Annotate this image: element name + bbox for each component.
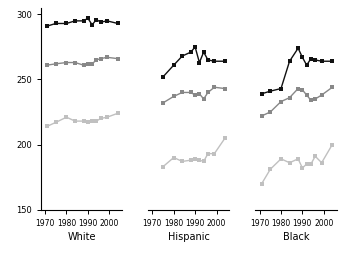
X-axis label: Hispanic: Hispanic [168, 232, 210, 242]
X-axis label: Black: Black [283, 232, 309, 242]
X-axis label: White: White [67, 232, 96, 242]
